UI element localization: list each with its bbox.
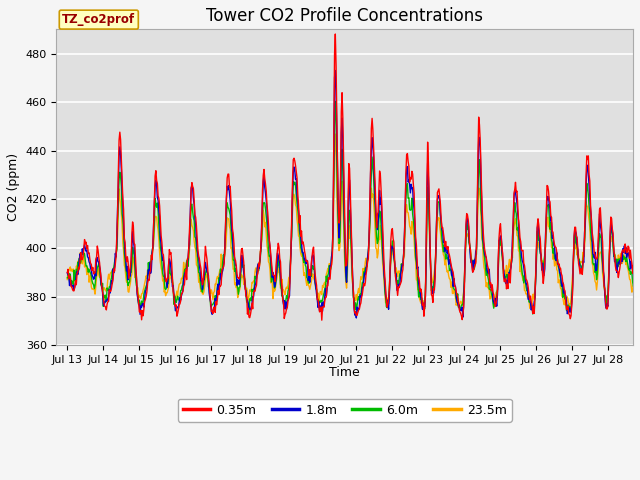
Legend: 0.35m, 1.8m, 6.0m, 23.5m: 0.35m, 1.8m, 6.0m, 23.5m <box>178 399 512 422</box>
Text: TZ_co2prof: TZ_co2prof <box>62 13 136 26</box>
X-axis label: Time: Time <box>330 366 360 379</box>
Y-axis label: CO2 (ppm): CO2 (ppm) <box>7 153 20 221</box>
Title: Tower CO2 Profile Concentrations: Tower CO2 Profile Concentrations <box>206 7 483 25</box>
